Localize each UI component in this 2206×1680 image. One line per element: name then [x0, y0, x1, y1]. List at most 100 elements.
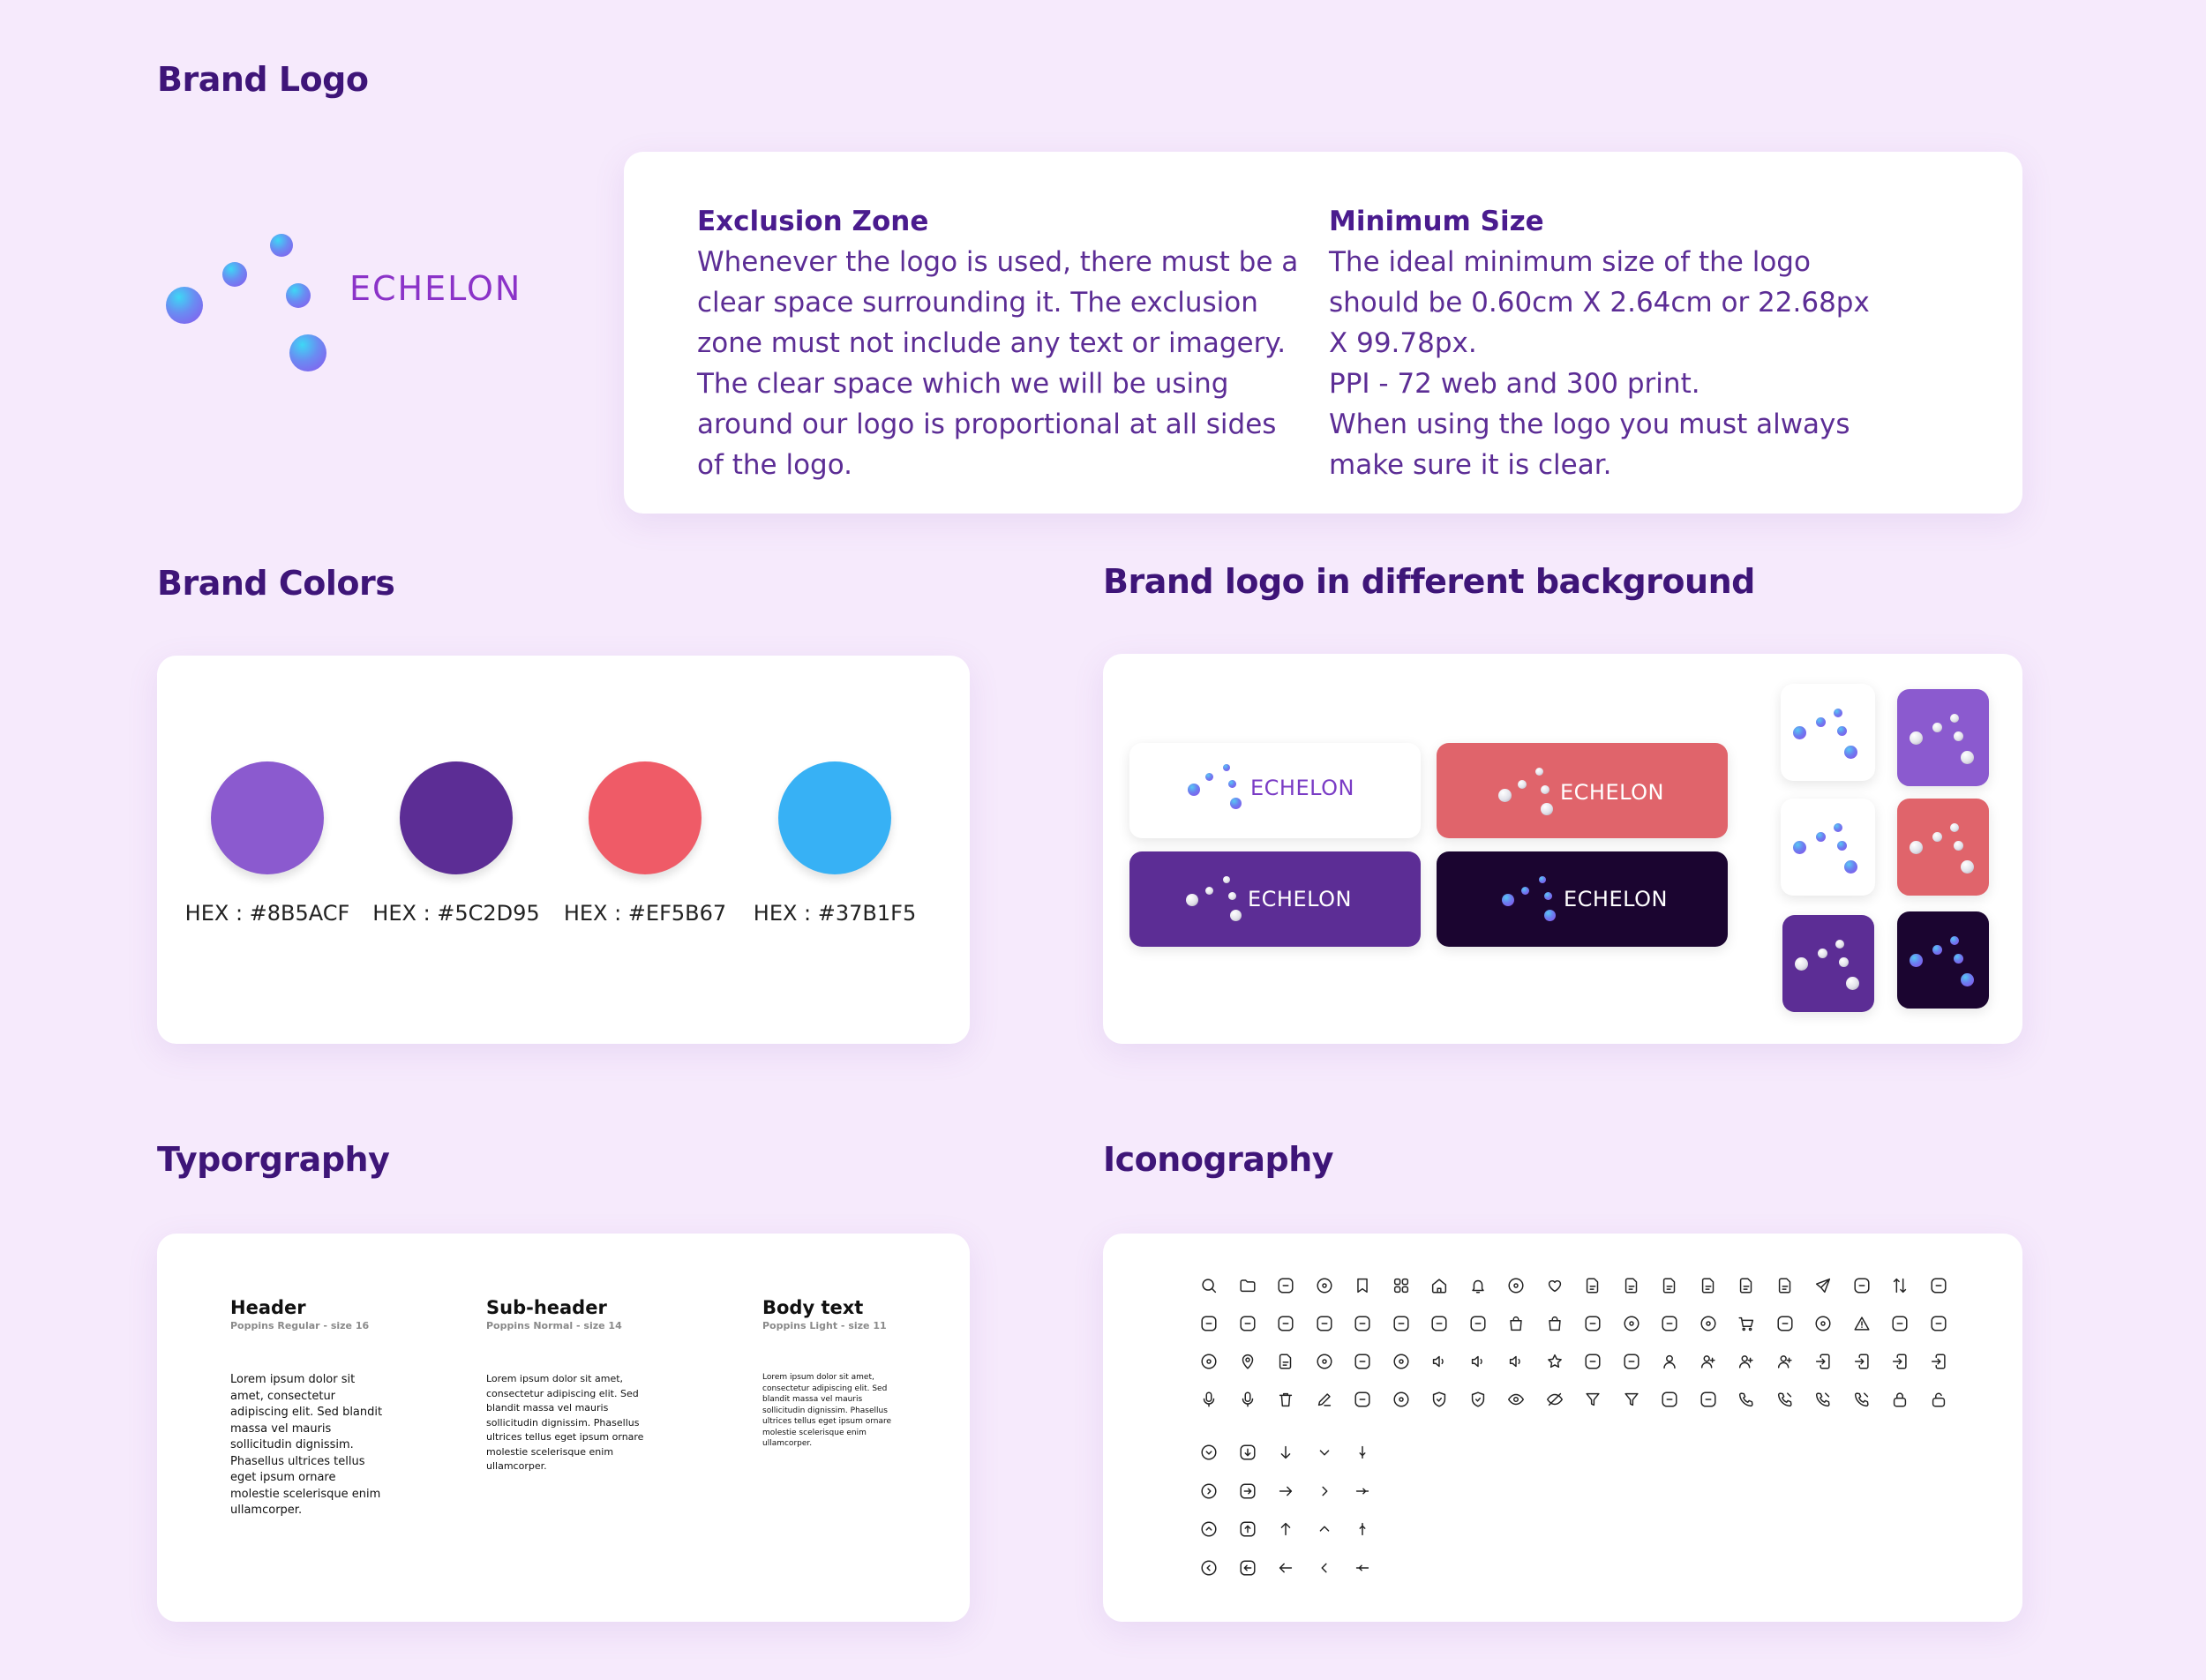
arrow-down-circle-icon	[1199, 1443, 1219, 1462]
logo-backgrounds-heading: Brand logo in different background	[1103, 562, 1755, 601]
chevron-left-icon	[1315, 1558, 1334, 1578]
typography-title: Sub-header	[486, 1297, 607, 1318]
document-text-icon	[1660, 1276, 1679, 1295]
app-icon-purple	[1782, 915, 1874, 1012]
image-icon	[1660, 1390, 1679, 1409]
volume-off-icon	[1506, 1352, 1526, 1371]
typography-body-sample: Body text Poppins Light - size 11 Lorem …	[762, 1297, 895, 1450]
arrow-right-square-icon	[1238, 1481, 1257, 1501]
logo-tile-coral: ECHELON	[1437, 743, 1728, 838]
sort-icon	[1890, 1276, 1910, 1295]
typography-header-sample: Header Poppins Regular - size 16 Lorem i…	[230, 1297, 385, 1519]
arrow-down-small-icon	[1353, 1443, 1372, 1462]
shopping-bag-icon	[1545, 1314, 1564, 1333]
camera-icon	[1622, 1352, 1641, 1371]
chevron-up-icon	[1315, 1519, 1334, 1539]
bag-icon	[1506, 1314, 1526, 1333]
message-icon	[1852, 1276, 1872, 1295]
typography-sample-text: Lorem ipsum dolor sit amet, consectetur …	[762, 1373, 892, 1448]
typography-sample-text: Lorem ipsum dolor sit amet, consectetur …	[230, 1373, 383, 1517]
folder-icon	[1238, 1276, 1257, 1295]
star-icon	[1545, 1352, 1564, 1371]
logo-ball	[222, 262, 247, 287]
logo-variant-wordmark: ECHELON	[1250, 776, 1354, 800]
arrow-up-small-icon	[1353, 1519, 1372, 1539]
brand-colors-card: HEX : #8B5ACF HEX : #5C2D95 HEX : #EF5B6…	[157, 656, 970, 1044]
logo-tile-purple: ECHELON	[1129, 851, 1421, 947]
folder-upload-icon	[1468, 1314, 1488, 1333]
color-swatch	[778, 761, 891, 874]
arrow-up-icon	[1276, 1519, 1295, 1539]
shield-fail-icon	[1468, 1390, 1488, 1409]
logo-variant-wordmark: ECHELON	[1564, 887, 1668, 911]
logo-ball	[270, 234, 293, 257]
wallet-icon	[1276, 1276, 1295, 1295]
minimum-size-title: Minimum Size	[1329, 206, 1544, 237]
profile-icon	[1660, 1352, 1679, 1371]
edit-icon	[1315, 1390, 1334, 1409]
voice-icon	[1199, 1390, 1219, 1409]
video-icon	[1353, 1314, 1372, 1333]
logo-tile-white: ECHELON	[1129, 743, 1421, 838]
delete-icon	[1276, 1390, 1295, 1409]
send-icon	[1813, 1276, 1833, 1295]
volume-up-icon	[1429, 1352, 1449, 1371]
search-icon	[1199, 1276, 1219, 1295]
time-square-icon	[1353, 1352, 1372, 1371]
scan-icon	[1199, 1314, 1219, 1333]
volume-down-icon	[1468, 1352, 1488, 1371]
color-hex-label: HEX : #EF5B67	[563, 901, 727, 926]
app-icon-light-purple	[1897, 689, 1989, 786]
paper-icon	[1276, 1352, 1295, 1371]
calling-icon	[1775, 1390, 1795, 1409]
upload-icon	[1929, 1352, 1948, 1371]
pie-chart-icon	[1315, 1276, 1334, 1295]
document-add-icon	[1775, 1276, 1795, 1295]
document-download-icon	[1699, 1276, 1718, 1295]
logo-variant-wordmark: ECHELON	[1560, 780, 1664, 805]
typography-spec: Poppins Regular - size 16	[230, 1320, 370, 1331]
chevron-right-icon	[1315, 1481, 1334, 1501]
arrow-left-circle-icon	[1199, 1558, 1219, 1578]
more-square-icon	[1660, 1314, 1679, 1333]
add-user-icon	[1699, 1352, 1718, 1371]
exclusion-zone: Exclusion Zone Whenever the logo is used…	[697, 201, 1315, 485]
typography-sample-text: Lorem ipsum dolor sit amet, consectetur …	[486, 1373, 644, 1472]
document-check-icon	[1737, 1276, 1756, 1295]
calendar-icon	[1276, 1314, 1295, 1333]
microphone-icon	[1238, 1390, 1257, 1409]
app-icon-white-alt	[1781, 799, 1875, 896]
info-square-icon	[1775, 1314, 1795, 1333]
typography-title: Header	[230, 1297, 306, 1318]
brand-logo-heading: Brand Logo	[157, 60, 369, 99]
close-square-icon	[1890, 1314, 1910, 1333]
mail-icon	[1315, 1314, 1334, 1333]
logout-icon	[1852, 1352, 1872, 1371]
three-users-icon	[1775, 1352, 1795, 1371]
arrow-left-icon	[1276, 1558, 1295, 1578]
minimum-size: Minimum Size The ideal minimum size of t…	[1329, 201, 1947, 485]
typography-title: Body text	[762, 1297, 864, 1318]
hide-icon	[1545, 1390, 1564, 1409]
tick-square-icon	[1929, 1314, 1948, 1333]
add-square-icon	[1392, 1314, 1411, 1333]
color-hex-label: HEX : #5C2D95	[372, 901, 540, 926]
more-circle-icon	[1622, 1314, 1641, 1333]
iconography-card	[1103, 1234, 2022, 1622]
logo-backgrounds-card: ECHELON ECHELON ECHELON ECHELON	[1103, 654, 2022, 1044]
logo-ball	[166, 287, 203, 324]
info-circle-icon	[1813, 1314, 1833, 1333]
bookmark-icon	[1353, 1276, 1372, 1295]
arrow-left-square-icon	[1238, 1558, 1257, 1578]
exclusion-zone-title: Exclusion Zone	[697, 206, 929, 237]
call-missed-icon	[1813, 1390, 1833, 1409]
box-icon	[1929, 1276, 1948, 1295]
brand-logo: ECHELON	[159, 225, 529, 393]
minimum-size-body: The ideal minimum size of the logo shoul…	[1329, 246, 1870, 481]
color-hex-label: HEX : #8B5ACF	[184, 901, 350, 926]
chevron-down-icon	[1315, 1443, 1334, 1462]
image-alt-icon	[1699, 1390, 1718, 1409]
settings-icon	[1315, 1352, 1334, 1371]
cart-icon	[1737, 1314, 1756, 1333]
arrow-down-icon	[1276, 1443, 1295, 1462]
